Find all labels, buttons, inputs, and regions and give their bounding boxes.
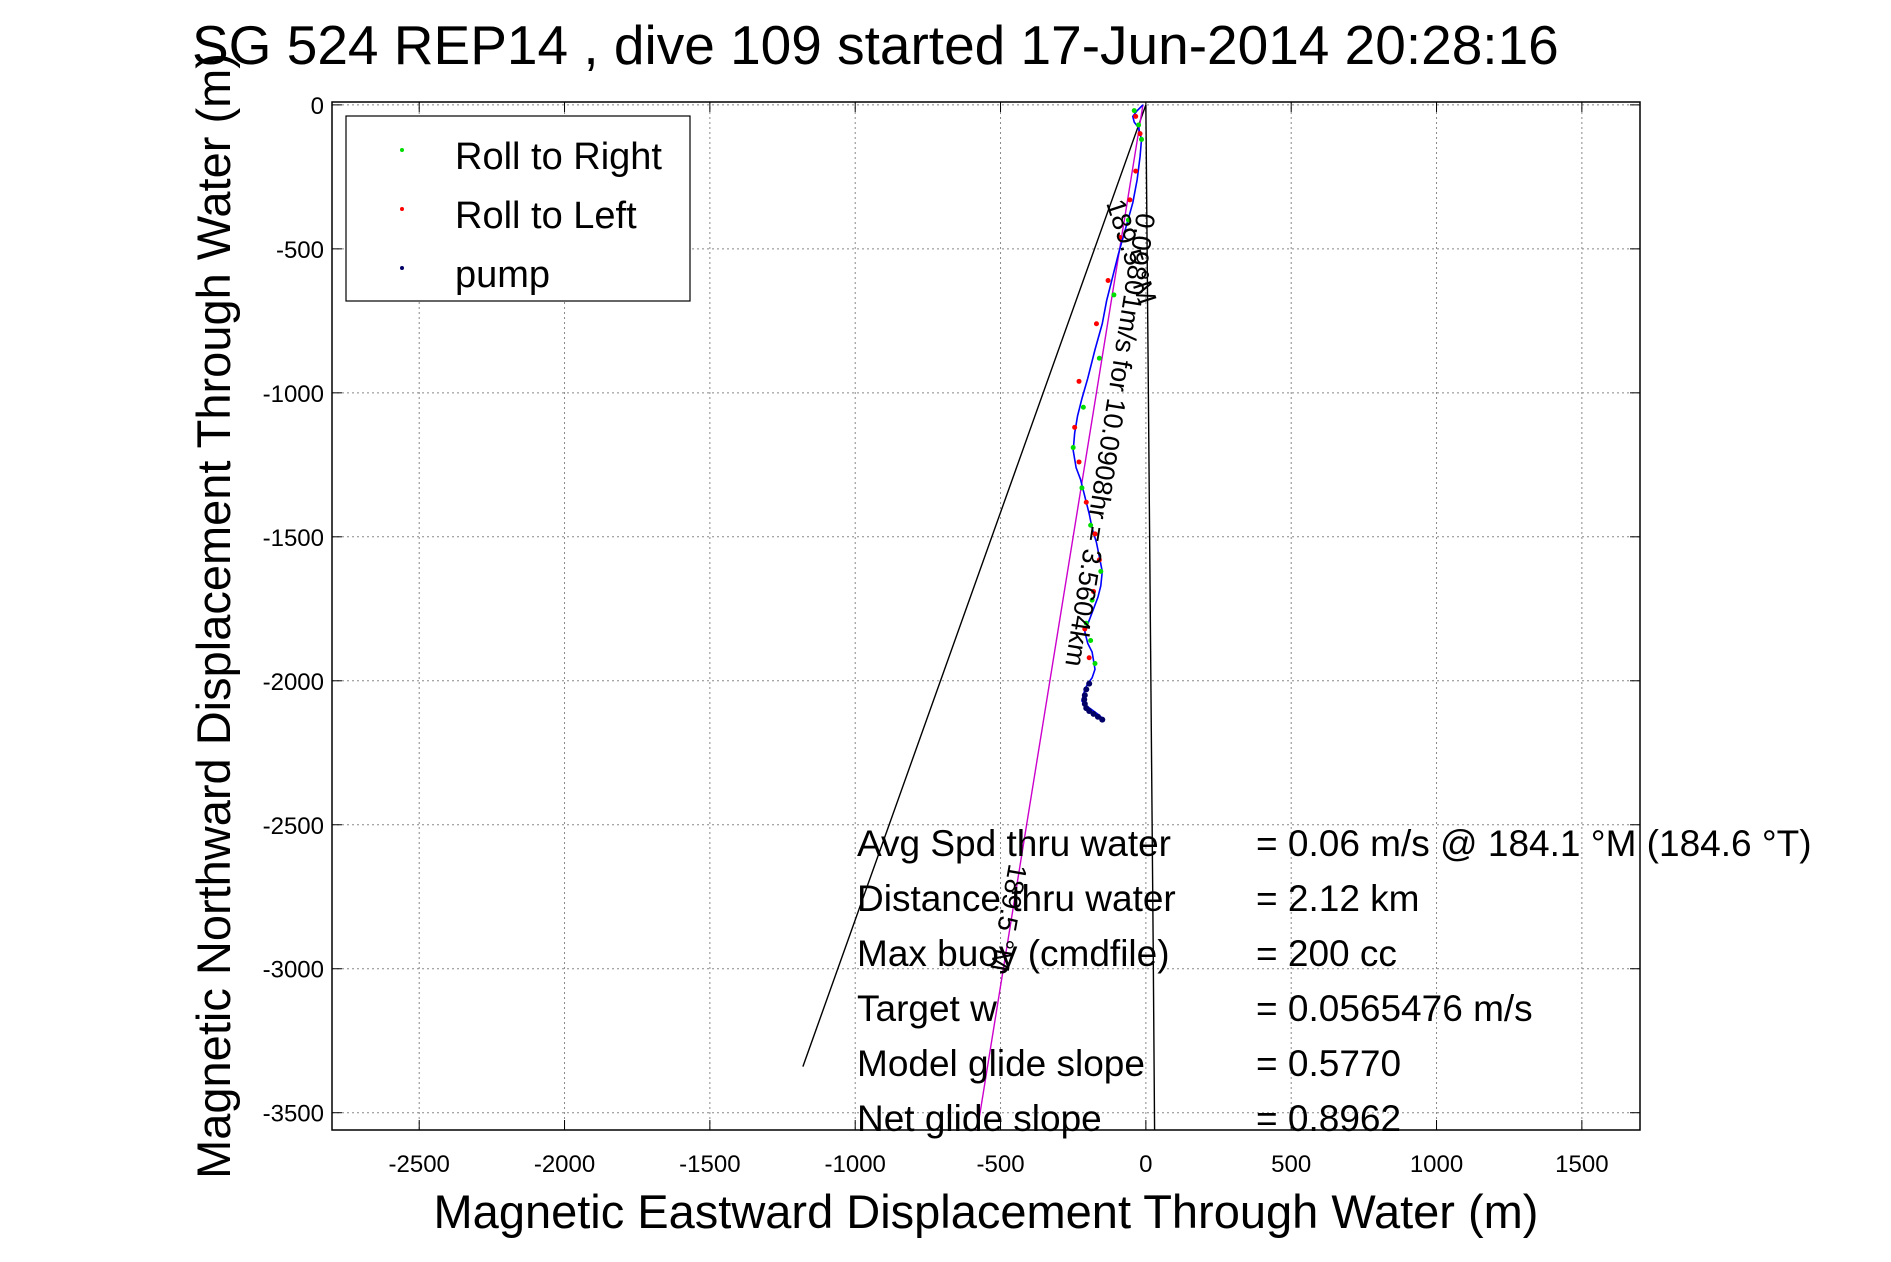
y-tick-label: -1500 (263, 525, 324, 552)
roll-right-point (1088, 522, 1094, 528)
stat-label: Max buoy (cmdfile) (857, 933, 1170, 974)
roll-left-point (1133, 113, 1139, 119)
roll-right-point (1139, 136, 1145, 142)
roll-right-point (1098, 568, 1104, 574)
roll-right-point (1092, 661, 1098, 667)
y-tick-label: -2000 (263, 669, 324, 696)
roll-right-point (1131, 108, 1137, 114)
roll-left-point (1072, 424, 1078, 430)
roll-left-point (1105, 278, 1111, 284)
x-tick-label: -2500 (389, 1151, 450, 1178)
roll-right-point (1111, 292, 1117, 298)
roll-left-point (1093, 321, 1099, 327)
legend-marker-roll-right (400, 148, 404, 152)
x-axis-ticks: -2500 -2000 -1500 -1000 -500 0 500 1000 1500 (389, 102, 1609, 1178)
pump-point (1099, 716, 1106, 723)
stat-label: Target w (857, 988, 997, 1029)
legend-marker-roll-left (400, 207, 404, 211)
stat-value: = 0.0565476 m/s (1256, 988, 1533, 1029)
y-tick-label: 0 (311, 93, 324, 120)
legend-label-roll-right: Roll to Right (455, 136, 662, 178)
roll-left-point (1076, 459, 1082, 465)
x-tick-label: 1000 (1410, 1151, 1463, 1178)
y-tick-label: -1000 (263, 381, 324, 408)
pump-point (1086, 708, 1093, 715)
y-axis-ticks: 0 -500 -1000 -1500 -2000 -2500 -3000 -3500 (263, 93, 1640, 1128)
roll-left-point (1092, 531, 1098, 537)
stat-label: Net glide slope (857, 1098, 1102, 1139)
pump-point (1083, 686, 1090, 693)
roll-right-point (1083, 620, 1089, 626)
pump-point (1086, 680, 1093, 687)
stat-value: = 2.12 km (1256, 878, 1420, 919)
stat-value: = 200 cc (1256, 933, 1397, 974)
stat-label: Distance thru water (857, 878, 1176, 919)
legend: Roll to Right Roll to Left pump (345, 115, 691, 302)
heading-line-line (802, 104, 1147, 1067)
pump-point (1094, 713, 1101, 720)
roll-right-point (1080, 404, 1086, 410)
roll-right-point (1096, 355, 1102, 361)
roll-left-point (1083, 499, 1089, 505)
roll-left-point (1096, 557, 1102, 563)
x-tick-label: -500 (977, 1151, 1025, 1178)
roll-left-point (1117, 234, 1123, 240)
roll-right-point (1089, 597, 1095, 603)
y-tick-label: -500 (276, 237, 324, 264)
roll-left-point (1091, 589, 1097, 595)
stat-value: = 0.8962 (1256, 1098, 1401, 1139)
roll-left-point (1076, 378, 1082, 384)
x-tick-label: -2000 (534, 1151, 595, 1178)
roll-left-point (1086, 655, 1092, 661)
current-line (1145, 104, 1156, 1131)
roll-left-point (1127, 197, 1133, 203)
legend-label-roll-left: Roll to Left (455, 195, 637, 237)
legend-label-pump: pump (455, 254, 550, 296)
roll-left-point (1133, 168, 1139, 174)
x-tick-label: 1500 (1555, 1151, 1608, 1178)
stats-block: Avg Spd thru water = 0.06 m/s @ 184.1 °M… (857, 823, 1812, 1139)
x-tick-label: -1500 (679, 1151, 740, 1178)
reference-lines (802, 104, 1156, 1131)
stat-value: = 0.06 m/s @ 184.1 °M (184.6 °T) (1256, 823, 1812, 864)
legend-marker-pump (400, 266, 404, 270)
y-tick-label: -3500 (263, 1101, 324, 1128)
roll-left-point (1137, 131, 1143, 137)
stat-value: = 0.5770 (1256, 1043, 1401, 1084)
x-axis-label: Magnetic Eastward Displacement Through W… (434, 1185, 1539, 1238)
roll-left-point (1082, 626, 1088, 632)
x-tick-label: -1000 (825, 1151, 886, 1178)
y-tick-label: -3000 (263, 957, 324, 984)
y-tick-label: -2500 (263, 813, 324, 840)
stat-label: Model glide slope (857, 1043, 1145, 1084)
chart-title: SG 524 REP14 , dive 109 started 17-Jun-2… (192, 14, 1559, 76)
plot-frame (331, 101, 1641, 1131)
x-tick-label: 0 (1139, 1151, 1152, 1178)
roll-right-point (1079, 485, 1085, 491)
roll-right-point (1070, 445, 1076, 451)
point-markers (1070, 108, 1145, 723)
stat-label: Avg Spd thru water (857, 823, 1171, 864)
roll-right-point (1088, 637, 1094, 643)
y-axis-label: Magnetic Northward Displacement Through … (187, 53, 240, 1179)
pump-point (1090, 710, 1097, 717)
roll-right-point (1136, 122, 1142, 128)
dive-line-line (976, 104, 1144, 1131)
roll-right-point (1125, 217, 1131, 223)
grid-lines (332, 102, 1640, 1130)
x-tick-label: 500 (1271, 1151, 1311, 1178)
